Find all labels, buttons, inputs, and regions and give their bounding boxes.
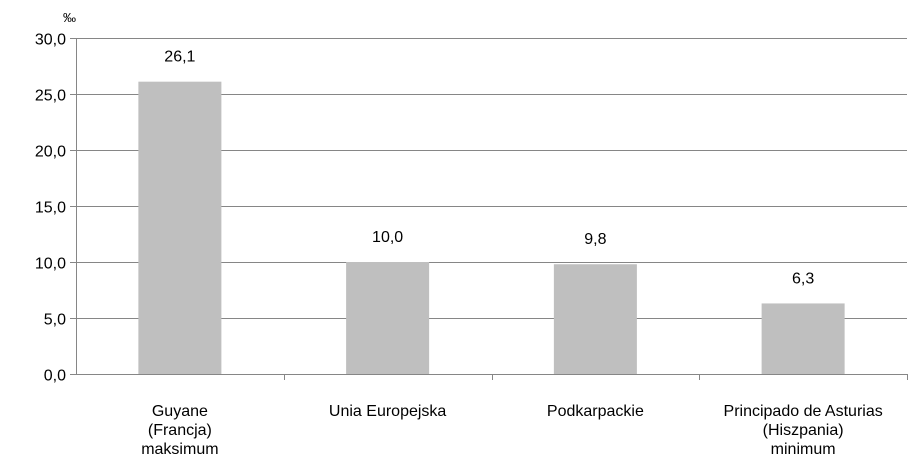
x-category-label-line: (Francja) bbox=[148, 422, 212, 439]
data-label: 26,1 bbox=[164, 49, 195, 66]
x-category-label-line: Principado de Asturias bbox=[724, 403, 883, 420]
y-axis-unit-label: ‰ bbox=[63, 10, 76, 25]
y-tick-label: 15,0 bbox=[35, 200, 66, 217]
y-tick-label: 5,0 bbox=[44, 312, 66, 329]
x-category-label: Podkarpackie bbox=[547, 403, 644, 420]
x-category-label-line: maksimum bbox=[141, 441, 218, 458]
bar bbox=[138, 81, 222, 375]
axes bbox=[70, 38, 908, 380]
x-category-label-line: Guyane bbox=[152, 403, 208, 420]
y-tick-label: 0,0 bbox=[44, 368, 66, 385]
y-tick-label: 10,0 bbox=[35, 256, 66, 273]
bars bbox=[138, 81, 845, 375]
bar bbox=[761, 303, 845, 374]
x-category-label: Principado de Asturias (Hiszpania) minimum bbox=[724, 403, 883, 458]
x-category-label-line: minimum bbox=[771, 441, 836, 458]
bar bbox=[553, 264, 637, 374]
x-category-label-line: Podkarpackie bbox=[547, 403, 644, 420]
category-labels: Guyane (Francja) maksimum Unia Europejska Po… bbox=[141, 403, 883, 458]
bar bbox=[346, 262, 430, 374]
y-tick-label: 20,0 bbox=[35, 144, 66, 161]
x-category-label: Unia Europejska bbox=[329, 403, 447, 420]
data-labels: 26,1 10,0 9,8 6,3 bbox=[164, 49, 814, 288]
x-category-label: Guyane (Francja) maksimum bbox=[141, 403, 218, 458]
x-category-label-line: Unia Europejska bbox=[329, 403, 447, 420]
data-label: 10,0 bbox=[372, 229, 403, 246]
x-category-label-line: (Hiszpania) bbox=[763, 422, 844, 439]
data-label: 6,3 bbox=[792, 270, 814, 287]
data-label: 9,8 bbox=[584, 231, 606, 248]
y-axis-tick-labels: 0,0 5,0 10,0 15,0 20,0 25,0 30,0 bbox=[35, 32, 66, 385]
y-tick-label: 25,0 bbox=[35, 88, 66, 105]
y-tick-label: 30,0 bbox=[35, 32, 66, 49]
